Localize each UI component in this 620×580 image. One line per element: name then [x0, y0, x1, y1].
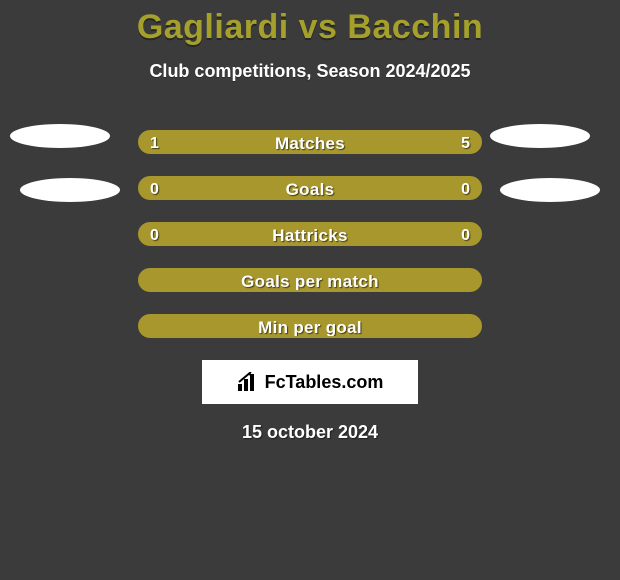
stat-label: Hattricks: [140, 224, 480, 246]
branding-box: FcTables.com: [202, 360, 418, 404]
player-left-avatar: [10, 124, 110, 148]
player-right-avatar-2: [500, 178, 600, 202]
stat-label: Goals: [140, 178, 480, 200]
stat-row: 15Matches: [138, 130, 482, 154]
comparison-infographic: Gagliardi vs Bacchin Club competitions, …: [0, 0, 620, 580]
stat-row: 00Goals: [138, 176, 482, 200]
date-text: 15 october 2024: [0, 422, 620, 443]
stat-label: Matches: [140, 132, 480, 154]
branding-text: FcTables.com: [265, 372, 384, 393]
stat-bars: 15Matches 00Goals 00Hattricks Goals per mat…: [138, 130, 482, 338]
page-title: Gagliardi vs Bacchin: [0, 0, 620, 47]
page-subtitle: Club competitions, Season 2024/2025: [0, 61, 620, 82]
player-right-avatar: [490, 124, 590, 148]
stat-label: Goals per match: [140, 270, 480, 292]
stat-label: Min per goal: [140, 316, 480, 338]
stat-row: Min per goal: [138, 314, 482, 338]
fctables-logo-icon: [237, 372, 259, 392]
stat-row: 00Hattricks: [138, 222, 482, 246]
stat-row: Goals per match: [138, 268, 482, 292]
player-left-avatar-2: [20, 178, 120, 202]
